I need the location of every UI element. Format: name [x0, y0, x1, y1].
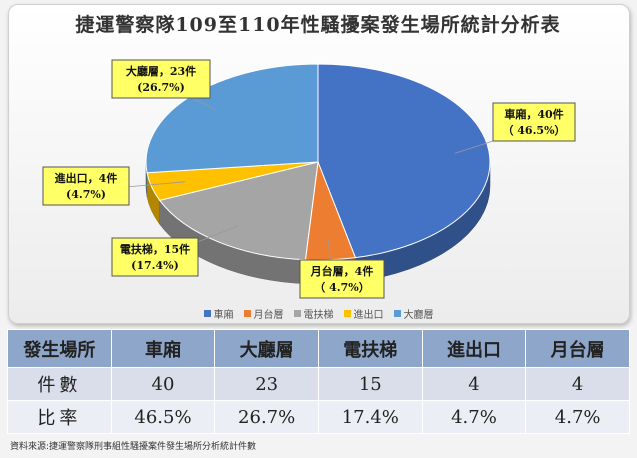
- chart-title: 捷運警察隊109至110年性騷擾案發生場所統計分析表: [75, 14, 561, 36]
- data-label-name-4: 大廳層，23件: [126, 64, 196, 78]
- legend-label: 車廂: [213, 310, 234, 321]
- header-cell: 車廂: [110, 329, 216, 368]
- label-leader-2: [197, 225, 239, 243]
- legend-swatch: [393, 310, 401, 317]
- data-label-percent-4: (26.7%): [137, 81, 185, 94]
- pie-slice-0: [317, 63, 491, 259]
- legend-item: 電扶梯: [293, 306, 334, 321]
- table-cell: 40: [110, 367, 216, 401]
- table-header-row: 發生場所 車廂 大廳層 電扶梯 進出口 月台層: [7, 329, 630, 368]
- statistics-table: 發生場所 車廂 大廳層 電扶梯 進出口 月台層 件數 40 23 15 4 4 …: [7, 329, 630, 434]
- legend-item: 進出口: [343, 306, 384, 321]
- legend-swatch: [343, 310, 351, 317]
- data-label-name-1: 月台層，4件: [310, 264, 374, 278]
- header-cell: 大廳層: [214, 329, 319, 368]
- legend-label: 電扶梯: [303, 310, 334, 321]
- label-leader-3: [128, 181, 185, 188]
- header-cell: 進出口: [421, 329, 527, 368]
- table-row: 比率 46.5% 26.7% 17.4% 4.7% 4.7%: [7, 400, 630, 434]
- row-label: 比率: [7, 400, 112, 434]
- table-cell: 23: [214, 367, 319, 401]
- table-cell: 4: [525, 367, 630, 401]
- legend-swatch: [243, 310, 251, 317]
- legend-swatch: [293, 310, 301, 317]
- table-cell: 4.7%: [421, 400, 527, 434]
- data-label-box-1: [299, 259, 385, 299]
- label-leader-4: [189, 96, 216, 111]
- data-label-name-0: 車廂，40件: [504, 107, 563, 121]
- legend-label: 大廳層: [403, 310, 434, 321]
- table-cell: 17.4%: [317, 400, 423, 434]
- data-label-name-3: 進出口，4件: [55, 171, 118, 185]
- legend-label: 月台層: [253, 310, 284, 321]
- header-cell: 月台層: [525, 329, 630, 368]
- legend-item: 車廂: [203, 306, 234, 321]
- label-leader-0: [454, 140, 494, 154]
- legend-item: 月台層: [243, 306, 284, 321]
- table-cell: 46.5%: [110, 400, 216, 434]
- header-cell: 電扶梯: [317, 329, 423, 368]
- pie-chart: 車廂，40件 （ 46.5%） 月台層，4件 （ 4.7%） 電扶梯，15件 (17.4%…: [42, 59, 576, 299]
- table-cell: 26.7%: [214, 400, 319, 434]
- data-source-note: 資料來源:捷運警察隊刑事組性騷擾案件發生場所分析統計件數: [10, 442, 257, 452]
- header-cell: 發生場所: [7, 329, 112, 368]
- label-leader-1: [327, 240, 331, 261]
- legend-swatch: [203, 310, 211, 317]
- data-label-percent-0: （ 46.5%）: [502, 124, 565, 137]
- table-cell: 15: [317, 367, 423, 401]
- data-label-box-0: [492, 102, 576, 142]
- data-label-percent-3: (4.7%): [66, 188, 106, 201]
- chart-legend: 車廂 月台層 電扶梯 進出口 大廳層: [0, 306, 637, 321]
- data-label-box-2: [111, 237, 199, 277]
- table-cell: 4: [421, 367, 527, 401]
- data-label-box-4: [111, 59, 211, 99]
- row-label: 件數: [7, 367, 112, 401]
- data-label-percent-2: (17.4%): [131, 259, 179, 272]
- pie-slice-2: [158, 161, 319, 261]
- legend-item: 大廳層: [393, 306, 434, 321]
- table-row: 件數 40 23 15 4 4: [7, 367, 630, 401]
- table-cell: 4.7%: [525, 400, 630, 434]
- data-label-name-2: 電扶梯，15件: [120, 242, 190, 256]
- data-label-box-3: [42, 166, 130, 206]
- legend-label: 進出口: [353, 310, 384, 321]
- data-label-percent-1: （ 4.7%）: [314, 281, 369, 294]
